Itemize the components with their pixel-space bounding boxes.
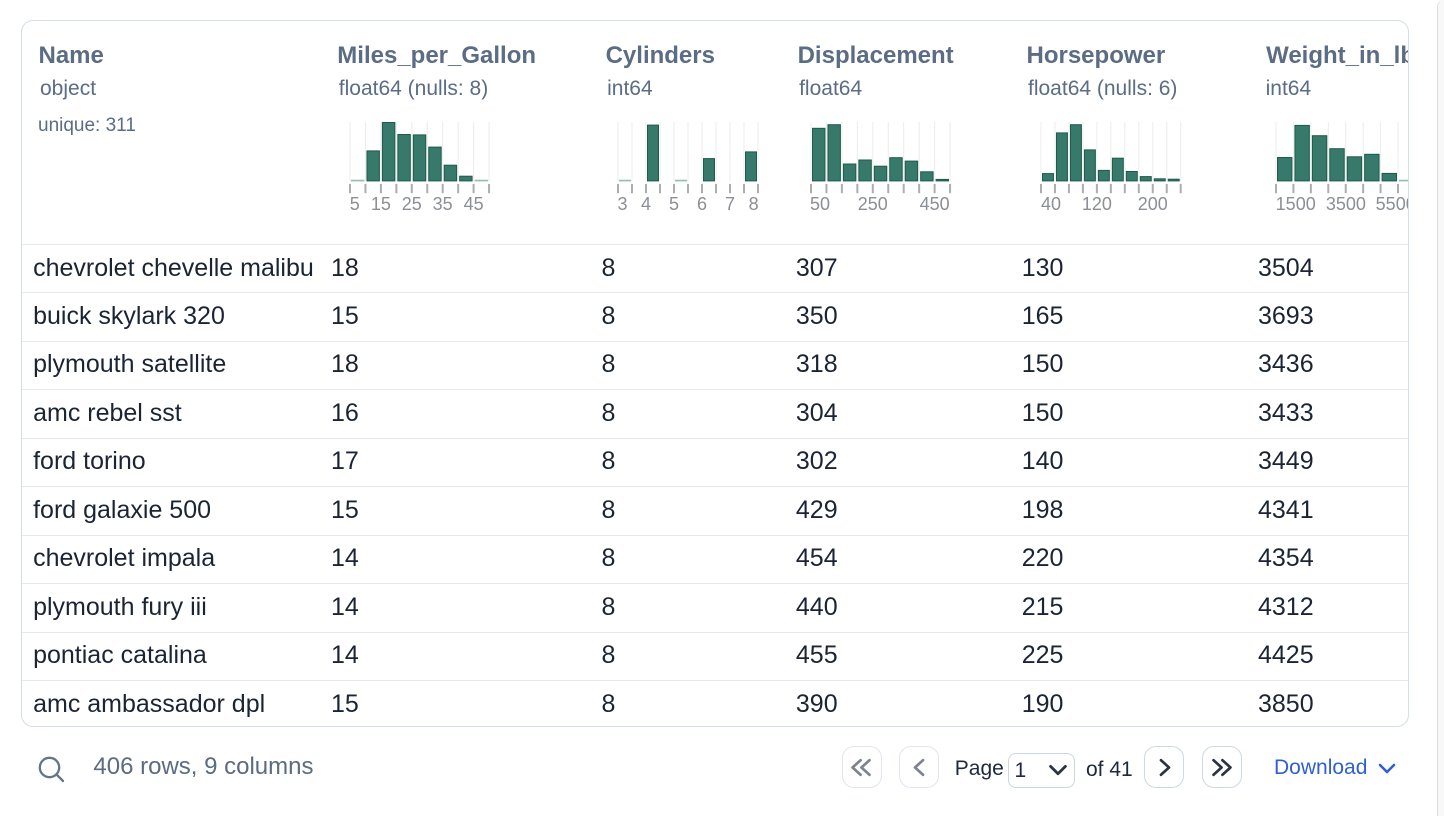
svg-text:8: 8 <box>749 194 759 214</box>
svg-text:6: 6 <box>697 194 707 214</box>
svg-text:5: 5 <box>669 194 679 214</box>
svg-text:250: 250 <box>858 194 888 214</box>
svg-text:5500: 5500 <box>1376 194 1409 214</box>
svg-text:4: 4 <box>641 194 651 214</box>
svg-text:450: 450 <box>919 194 949 214</box>
svg-text:25: 25 <box>401 194 421 214</box>
svg-text:200: 200 <box>1138 194 1168 214</box>
svg-text:50: 50 <box>810 194 830 214</box>
svg-text:3: 3 <box>618 194 628 214</box>
svg-text:45: 45 <box>463 194 483 214</box>
svg-text:120: 120 <box>1082 194 1112 214</box>
svg-text:40: 40 <box>1041 194 1061 214</box>
svg-text:1500: 1500 <box>1276 194 1316 214</box>
svg-text:5: 5 <box>349 194 359 214</box>
svg-text:15: 15 <box>370 194 390 214</box>
svg-text:35: 35 <box>432 194 452 214</box>
svg-text:3500: 3500 <box>1326 194 1366 214</box>
svg-text:7: 7 <box>725 194 735 214</box>
